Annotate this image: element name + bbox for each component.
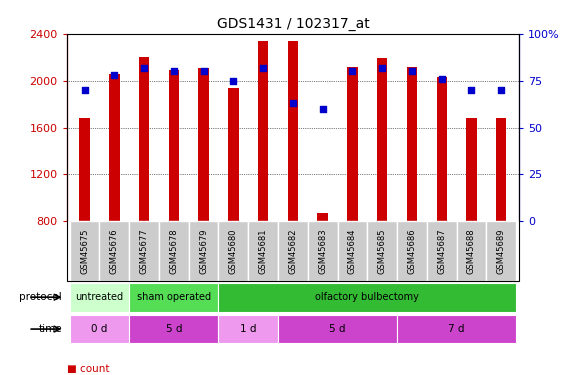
Text: 7 d: 7 d [448,324,465,334]
Text: 5 d: 5 d [329,324,346,334]
FancyBboxPatch shape [308,221,338,281]
Bar [377,58,387,221]
Text: untreated: untreated [75,292,124,302]
Point [288,100,298,106]
Point [169,68,179,74]
Bar [79,118,90,221]
FancyBboxPatch shape [278,221,308,281]
FancyBboxPatch shape [219,221,248,281]
Bar [407,67,417,221]
FancyBboxPatch shape [487,221,516,281]
FancyBboxPatch shape [129,221,159,281]
Point [437,76,447,82]
FancyBboxPatch shape [219,315,278,344]
Point [378,64,387,70]
Point [407,68,416,74]
Text: GSM45688: GSM45688 [467,228,476,274]
Text: GSM45684: GSM45684 [348,228,357,274]
Bar [228,88,238,221]
FancyBboxPatch shape [129,283,219,312]
Text: GSM45679: GSM45679 [199,228,208,274]
Bar [317,213,328,221]
FancyBboxPatch shape [99,221,129,281]
FancyBboxPatch shape [129,315,219,344]
Bar [198,68,209,221]
FancyBboxPatch shape [397,315,516,344]
FancyBboxPatch shape [456,221,487,281]
Title: GDS1431 / 102317_at: GDS1431 / 102317_at [216,17,369,32]
FancyBboxPatch shape [219,283,516,312]
FancyBboxPatch shape [278,315,397,344]
Text: olfactory bulbectomy: olfactory bulbectomy [316,292,419,302]
FancyBboxPatch shape [70,221,99,281]
Text: sham operated: sham operated [137,292,211,302]
Text: GSM45676: GSM45676 [110,228,119,274]
FancyBboxPatch shape [70,315,129,344]
FancyBboxPatch shape [367,221,397,281]
Bar [347,67,358,221]
FancyBboxPatch shape [188,221,219,281]
Text: GSM45682: GSM45682 [288,228,298,274]
Text: GSM45683: GSM45683 [318,228,327,274]
Text: 0 d: 0 d [91,324,108,334]
Bar [496,118,506,221]
Point [467,87,476,93]
Point [259,64,268,70]
Bar [169,70,179,221]
FancyBboxPatch shape [70,283,129,312]
Point [496,87,506,93]
Text: GSM45687: GSM45687 [437,228,446,274]
Text: GSM45675: GSM45675 [80,228,89,274]
Bar [437,77,447,221]
Bar [258,41,269,221]
Bar [109,74,119,221]
Text: 1 d: 1 d [240,324,256,334]
Text: GSM45680: GSM45680 [229,228,238,274]
Point [348,68,357,74]
Bar [139,57,149,221]
Text: protocol: protocol [19,292,62,302]
Point [229,78,238,84]
Point [139,64,148,70]
Text: GSM45681: GSM45681 [259,228,267,274]
Text: GSM45686: GSM45686 [408,228,416,274]
Point [110,72,119,78]
Text: GSM45678: GSM45678 [169,228,178,274]
Bar [288,41,298,221]
Text: ■ count: ■ count [67,364,109,374]
FancyBboxPatch shape [248,221,278,281]
Point [80,87,89,93]
Text: GSM45685: GSM45685 [378,228,387,274]
Text: 5 d: 5 d [166,324,182,334]
FancyBboxPatch shape [338,221,367,281]
Text: GSM45689: GSM45689 [496,228,506,274]
FancyBboxPatch shape [159,221,188,281]
Text: GSM45677: GSM45677 [140,228,148,274]
FancyBboxPatch shape [397,221,427,281]
FancyBboxPatch shape [427,221,456,281]
Point [199,68,208,74]
Text: time: time [38,324,62,334]
Bar [466,118,477,221]
Point [318,106,327,112]
